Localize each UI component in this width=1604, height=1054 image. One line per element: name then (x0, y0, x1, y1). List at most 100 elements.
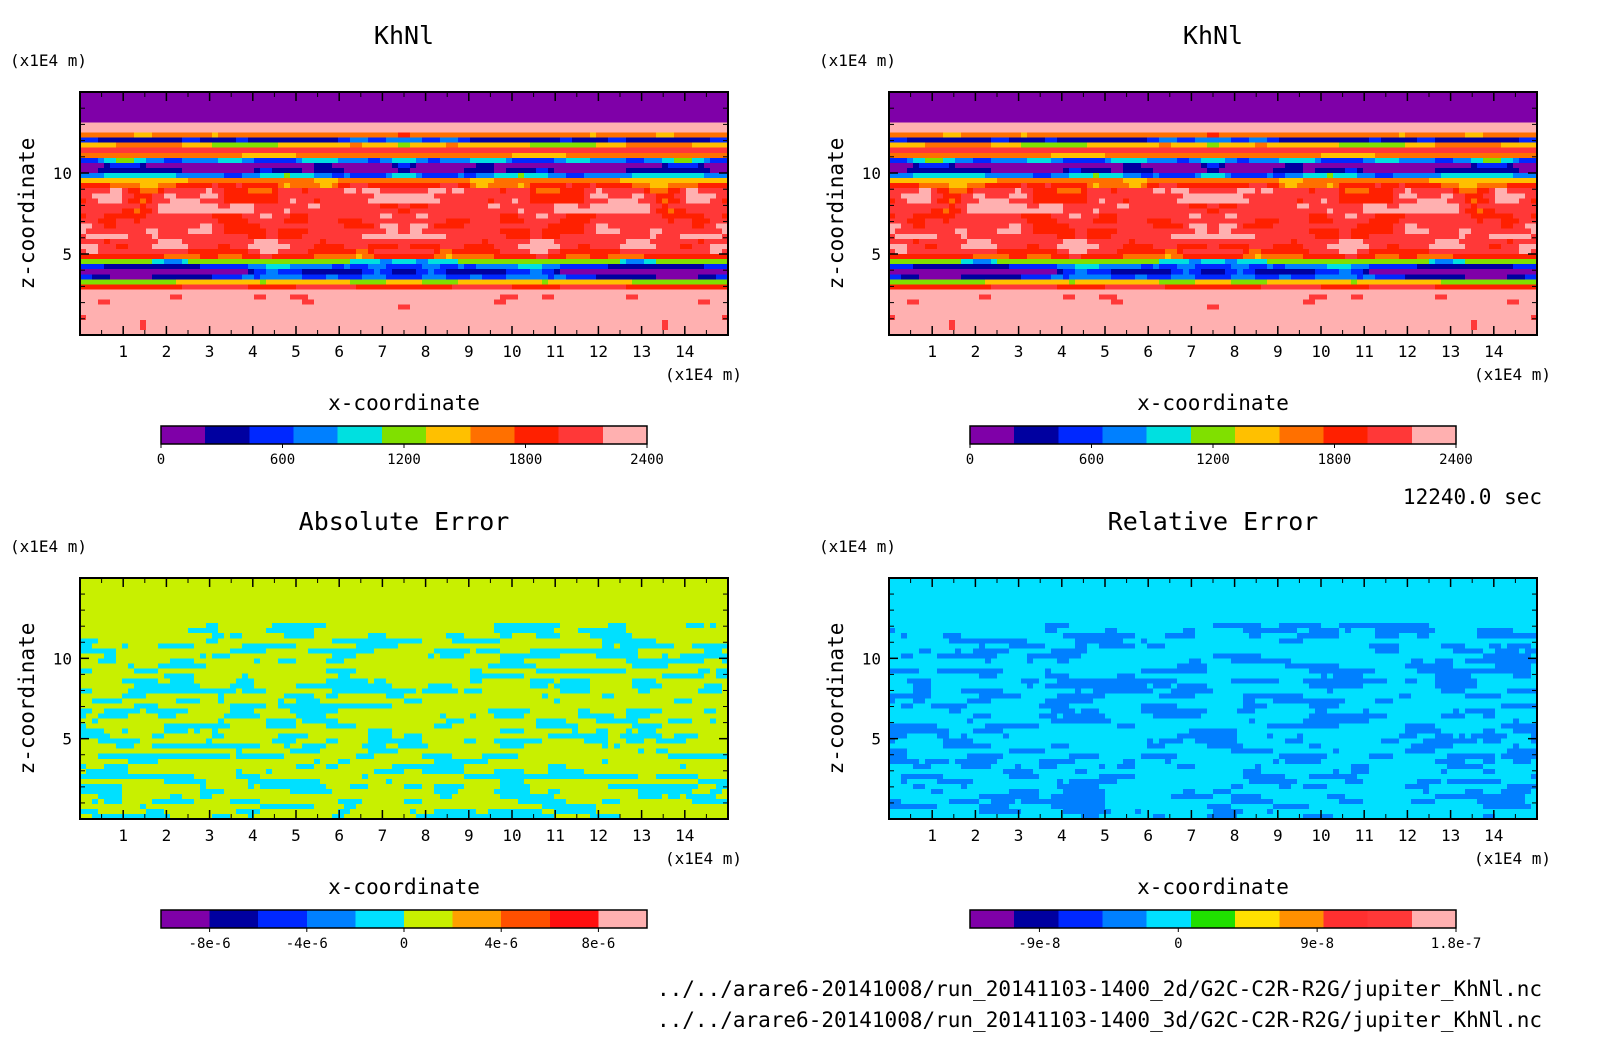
heatmap-cell (320, 203, 327, 210)
heatmap-cell (614, 223, 621, 230)
heatmap-cell (374, 218, 381, 225)
heatmap-cell (338, 117, 345, 123)
heatmap-cell (434, 208, 441, 215)
heatmap-cell (206, 127, 213, 134)
heatmap-cell (380, 274, 387, 280)
heatmap-cell (662, 107, 669, 113)
heatmap-cell (134, 92, 141, 98)
heatmap-cell (224, 299, 231, 306)
heatmap-cell (110, 117, 117, 123)
heatmap-cell (488, 213, 495, 220)
heatmap-cell (104, 122, 111, 129)
heatmap-cell (134, 122, 141, 129)
heatmap-cell (392, 157, 399, 164)
heatmap-cell (584, 167, 591, 174)
heatmap-cell (458, 112, 465, 118)
heatmap-cell (86, 178, 93, 184)
heatmap-cell (350, 254, 357, 260)
heatmap-cell (626, 223, 633, 230)
heatmap-cell (650, 299, 657, 306)
heatmap-cell (212, 127, 219, 134)
heatmap-cell (362, 198, 369, 204)
heatmap-cell (494, 284, 501, 291)
heatmap-cell (548, 314, 555, 321)
heatmap-cell (446, 309, 453, 316)
heatmap-cell (614, 112, 621, 118)
heatmap-cell (224, 289, 231, 296)
heatmap-cell (164, 102, 171, 108)
heatmap-cell (542, 264, 549, 270)
heatmap-cell (644, 233, 651, 240)
heatmap-cell (410, 279, 417, 285)
heatmap-cell (476, 183, 483, 189)
heatmap-cell (482, 167, 489, 174)
heatmap-cell (320, 173, 327, 179)
heatmap-cell (644, 122, 651, 129)
heatmap-cell (224, 223, 231, 230)
heatmap-cell (626, 248, 633, 255)
heatmap-cell (566, 183, 573, 189)
heatmap-cell (98, 142, 105, 149)
heatmap-cell (80, 254, 87, 260)
heatmap-cell (674, 97, 681, 103)
heatmap-cell (158, 152, 165, 159)
heatmap-cell (434, 92, 441, 98)
heatmap-cell (470, 193, 477, 199)
heatmap-cell (698, 233, 705, 240)
heatmap-cell (572, 248, 579, 255)
heatmap-cell (194, 198, 201, 204)
heatmap-cell (650, 203, 657, 210)
heatmap-cell (302, 319, 309, 326)
heatmap-cell (188, 142, 195, 149)
heatmap-cell (320, 264, 327, 270)
heatmap-cell (86, 259, 93, 265)
heatmap-cell (380, 162, 387, 169)
heatmap-cell (122, 254, 129, 260)
heatmap-cell (326, 213, 333, 220)
heatmap-cell (464, 259, 471, 265)
heatmap-cell (656, 193, 663, 199)
heatmap-cell (122, 289, 129, 296)
heatmap-cell (194, 243, 201, 250)
heatmap-cell (92, 208, 99, 215)
heatmap-cell (278, 264, 285, 270)
heatmap-cell (380, 107, 387, 113)
heatmap-cell (320, 122, 327, 129)
heatmap-cell (86, 223, 93, 230)
heatmap-cell (668, 132, 675, 139)
heatmap-cell (506, 299, 513, 306)
heatmap-cell (494, 299, 501, 306)
heatmap-cell (494, 142, 501, 149)
heatmap-cell (398, 304, 405, 311)
heatmap-cell (608, 147, 615, 154)
heatmap-cell (332, 147, 339, 154)
heatmap-cell (482, 122, 489, 129)
heatmap-cell (326, 254, 333, 260)
heatmap-cell (656, 178, 663, 184)
heatmap-cell (254, 157, 261, 164)
heatmap-cell (530, 264, 537, 270)
heatmap-cell (116, 173, 123, 179)
heatmap-cell (692, 269, 699, 275)
heatmap-cell (368, 188, 375, 194)
heatmap-cell (662, 137, 669, 144)
heatmap-cell (194, 309, 201, 316)
heatmap-cell (650, 274, 657, 280)
heatmap-cell (584, 248, 591, 255)
heatmap-cell (380, 208, 387, 215)
heatmap-cell (80, 269, 87, 275)
heatmap-cell (242, 92, 249, 98)
heatmap-cell (152, 147, 159, 154)
heatmap-cell (116, 294, 123, 301)
heatmap-cell (524, 309, 531, 316)
heatmap-cell (80, 309, 87, 316)
heatmap-cell (614, 188, 621, 194)
heatmap-cell (296, 309, 303, 316)
heatmap-cell (104, 309, 111, 316)
heatmap-cell (590, 102, 597, 108)
heatmap-cell (284, 289, 291, 296)
heatmap-cell (488, 188, 495, 194)
heatmap-cell (248, 279, 255, 285)
heatmap-cell (482, 279, 489, 285)
heatmap-cell (434, 299, 441, 306)
